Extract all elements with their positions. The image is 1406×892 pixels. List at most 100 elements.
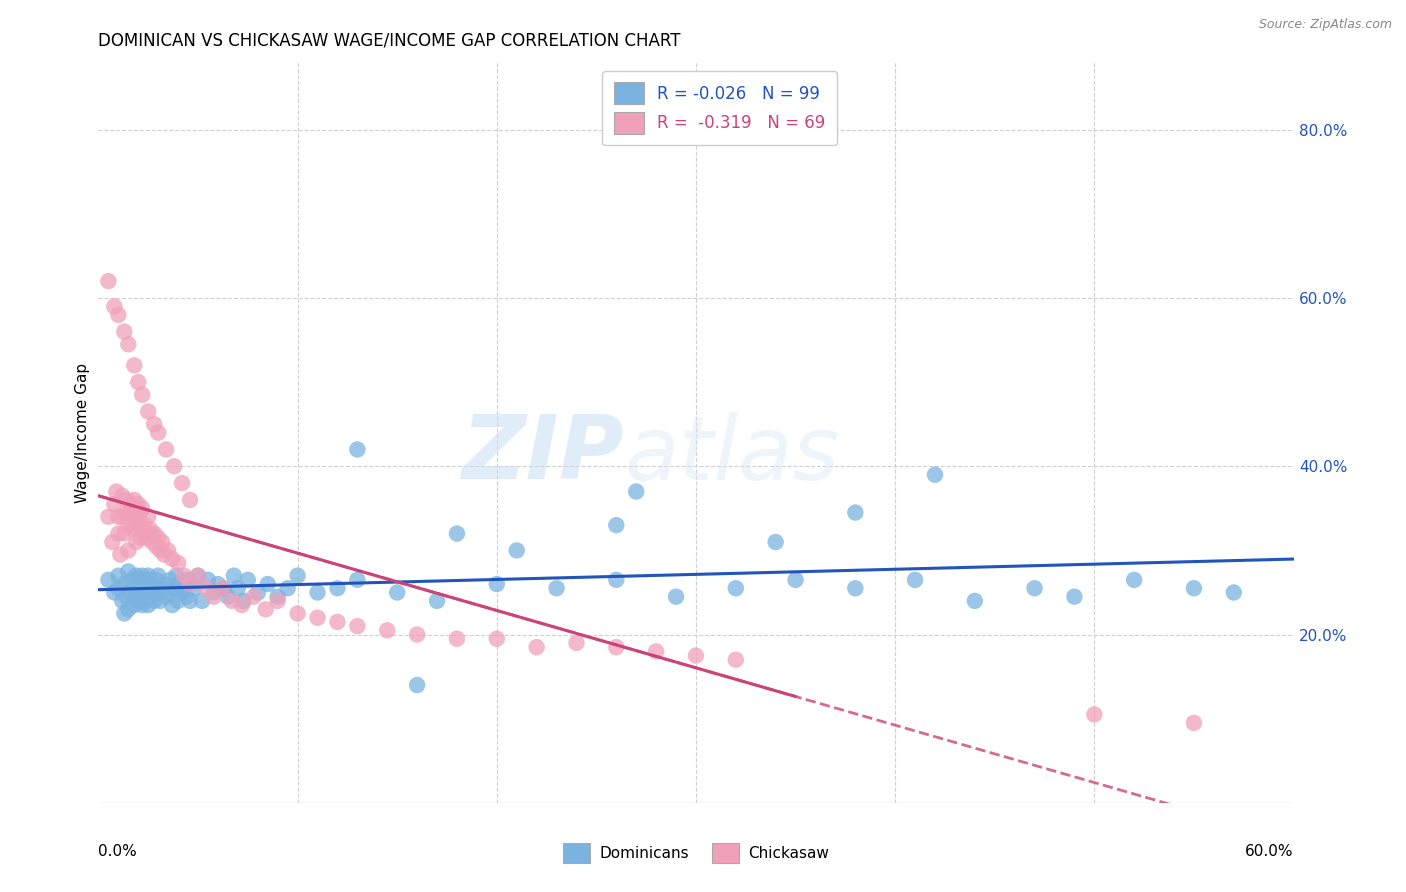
Point — [226, 581, 249, 595]
Point — [963, 594, 986, 608]
Point — [97, 509, 120, 524]
Point — [131, 522, 153, 536]
Point — [163, 581, 186, 595]
Point — [183, 581, 205, 595]
Point — [406, 627, 429, 641]
Point — [221, 594, 243, 608]
Point — [212, 581, 235, 595]
Point — [256, 577, 278, 591]
Point — [124, 598, 146, 612]
Point — [406, 678, 429, 692]
Point — [110, 548, 132, 562]
Point — [160, 598, 183, 612]
Point — [1182, 581, 1205, 595]
Point — [129, 573, 152, 587]
Point — [179, 492, 201, 507]
Point — [124, 506, 146, 520]
Point — [1223, 585, 1246, 599]
Point — [172, 585, 194, 599]
Point — [97, 573, 120, 587]
Point — [115, 506, 138, 520]
Point — [127, 594, 149, 608]
Point — [127, 518, 149, 533]
Point — [125, 568, 148, 582]
Point — [117, 337, 139, 351]
Point — [485, 632, 508, 646]
Point — [195, 581, 218, 595]
Point — [167, 577, 190, 591]
Point — [121, 573, 143, 587]
Point — [103, 585, 125, 599]
Legend: Dominicans, Chickasaw: Dominicans, Chickasaw — [557, 838, 835, 869]
Point — [287, 607, 309, 621]
Point — [217, 590, 239, 604]
Point — [143, 581, 166, 595]
Point — [346, 573, 368, 587]
Point — [173, 581, 195, 595]
Point — [148, 425, 170, 440]
Point — [139, 590, 162, 604]
Point — [129, 531, 152, 545]
Point — [159, 573, 181, 587]
Point — [117, 543, 139, 558]
Point — [136, 568, 159, 582]
Point — [103, 300, 125, 314]
Point — [546, 581, 568, 595]
Point — [124, 359, 146, 373]
Point — [136, 404, 159, 418]
Point — [120, 497, 142, 511]
Point — [446, 632, 468, 646]
Point — [131, 598, 153, 612]
Point — [167, 594, 190, 608]
Point — [143, 526, 166, 541]
Point — [117, 518, 139, 533]
Point — [143, 594, 166, 608]
Point — [153, 577, 176, 591]
Point — [101, 535, 124, 549]
Point — [97, 274, 120, 288]
Point — [131, 501, 153, 516]
Point — [111, 594, 134, 608]
Point — [1083, 707, 1105, 722]
Text: ZIP: ZIP — [461, 411, 624, 499]
Point — [136, 598, 159, 612]
Point — [125, 535, 148, 549]
Point — [148, 568, 170, 582]
Point — [127, 581, 149, 595]
Point — [565, 636, 588, 650]
Point — [150, 581, 173, 595]
Point — [626, 484, 648, 499]
Point — [645, 644, 668, 658]
Point — [153, 548, 176, 562]
Point — [165, 568, 187, 582]
Point — [115, 492, 138, 507]
Point — [724, 581, 747, 595]
Point — [179, 594, 201, 608]
Point — [167, 556, 190, 570]
Point — [139, 573, 162, 587]
Point — [115, 590, 138, 604]
Point — [127, 577, 149, 591]
Point — [111, 509, 134, 524]
Point — [685, 648, 707, 663]
Point — [231, 598, 253, 612]
Point — [326, 615, 349, 629]
Point — [232, 594, 254, 608]
Point — [129, 506, 152, 520]
Point — [785, 573, 807, 587]
Point — [307, 585, 329, 599]
Point — [155, 442, 177, 457]
Point — [506, 543, 529, 558]
Point — [160, 551, 183, 566]
Point — [139, 522, 162, 536]
Point — [107, 568, 129, 582]
Point — [277, 581, 299, 595]
Point — [724, 653, 747, 667]
Point — [267, 590, 290, 604]
Text: DOMINICAN VS CHICKASAW WAGE/INCOME GAP CORRELATION CHART: DOMINICAN VS CHICKASAW WAGE/INCOME GAP C… — [98, 31, 681, 49]
Text: atlas: atlas — [624, 412, 839, 498]
Point — [107, 308, 129, 322]
Point — [148, 531, 170, 545]
Point — [120, 506, 142, 520]
Point — [141, 535, 163, 549]
